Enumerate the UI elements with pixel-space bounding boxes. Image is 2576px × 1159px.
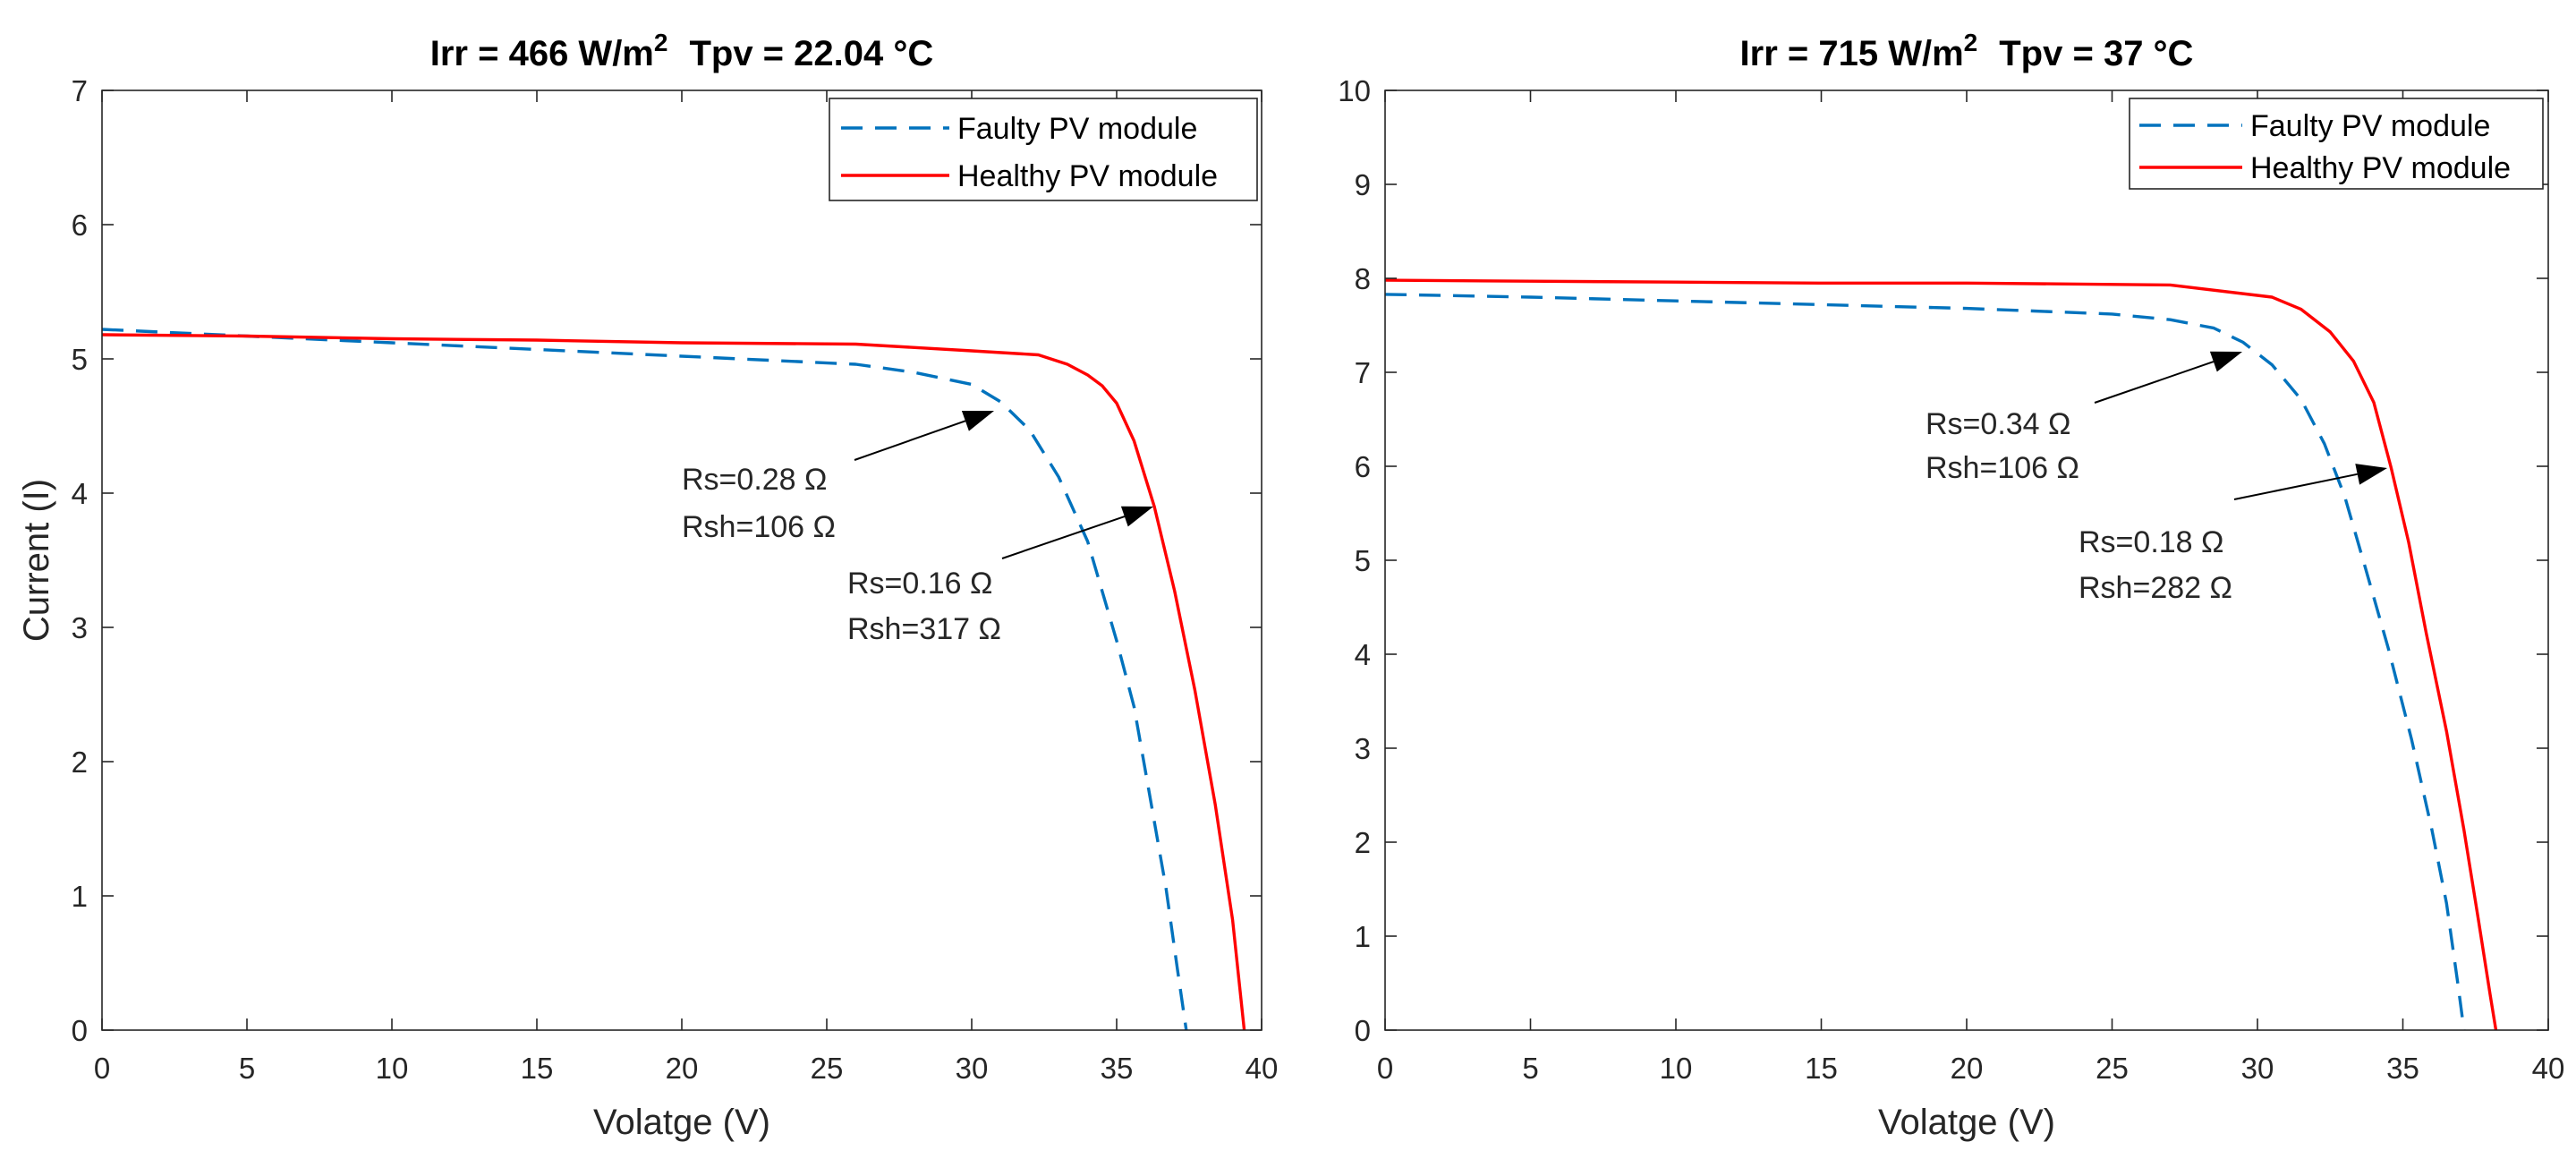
x-tick-label: 15 — [521, 1052, 554, 1085]
y-tick-label: 7 — [1355, 356, 1371, 389]
title-prefix: Irr = 715 W/m — [1740, 34, 1964, 73]
annotation-arrow-head — [961, 411, 994, 431]
annotation-rsh-text: Rsh=106 Ω — [1926, 451, 2079, 485]
x-tick-label: 10 — [1660, 1052, 1693, 1085]
annotation: Rs=0.16 Ω Rsh=317 Ω — [847, 506, 1153, 646]
x-tick-label: 5 — [1522, 1052, 1538, 1085]
legend-label-healthy-pv-module: Healthy PV module — [957, 159, 1218, 193]
annotation-arrow-line — [2233, 473, 2358, 500]
annotation-rsh-text: Rsh=317 Ω — [847, 612, 1001, 646]
curves — [1384, 278, 2498, 1031]
x-tick-label: 40 — [2532, 1052, 2565, 1085]
x-tick-label: 15 — [1805, 1052, 1838, 1085]
y-tick-label: 1 — [72, 880, 88, 913]
annotation-arrow-head — [1120, 506, 1153, 527]
y-tick-label: 3 — [72, 611, 88, 644]
annotation-arrow-head — [2355, 464, 2387, 485]
x-tick-label: 25 — [2096, 1052, 2129, 1085]
y-tick-label: 5 — [1355, 544, 1371, 577]
plot-area — [102, 90, 1262, 1030]
right-chart: 0 5 10 15 20 25 30 35 40 0 1 2 3 4 5 6 7 8 9 10 Irr = 715 W/… — [1338, 29, 2564, 1142]
x-axis-label: Volatge (V) — [1878, 1103, 2055, 1142]
y-tick-label: 5 — [72, 343, 88, 376]
title-suffix: Tpv = 37 °C — [1999, 34, 2193, 73]
annotation-rsh-text: Rsh=282 Ω — [2079, 571, 2232, 605]
annotation: Rs=0.34 Ω Rsh=106 Ω — [1926, 351, 2242, 485]
legend-label-faulty-pv-module: Faulty PV module — [2250, 109, 2490, 143]
healthy-pv-module-curve — [101, 333, 1246, 1031]
annotation-rs-text: Rs=0.16 Ω — [847, 567, 992, 601]
x-tick-label: 0 — [94, 1052, 110, 1085]
x-tick-label: 35 — [1101, 1052, 1134, 1085]
legend-label-healthy-pv-module: Healthy PV module — [2250, 151, 2511, 185]
y-tick-label: 0 — [1355, 1014, 1371, 1047]
x-tick-label: 30 — [2241, 1052, 2274, 1085]
annotation: Rs=0.28 Ω Rsh=106 Ω — [682, 411, 994, 544]
x-axis-label: Volatge (V) — [593, 1103, 770, 1142]
curves — [101, 328, 1246, 1031]
y-tick-label: 0 — [72, 1014, 88, 1047]
x-tick-label: 5 — [239, 1052, 255, 1085]
y-tick-label: 9 — [1355, 168, 1371, 201]
plot-area — [1385, 90, 2548, 1030]
annotation-arrow-head — [2209, 351, 2242, 372]
y-tick-label: 2 — [1355, 826, 1371, 859]
chart-title: Irr = 715 W/m2 Tpv = 37 °C — [1740, 29, 2194, 73]
faulty-pv-module-curve — [101, 328, 1188, 1031]
x-tick-label: 20 — [1951, 1052, 1984, 1085]
y-axis-label: Current (I) — [17, 479, 56, 642]
x-tick-label: 30 — [956, 1052, 989, 1085]
y-tick-label: 3 — [1355, 732, 1371, 765]
legend: Faulty PV module Healthy PV module — [829, 98, 1258, 201]
y-tick-label: 8 — [1355, 262, 1371, 295]
y-tick-label: 1 — [1355, 920, 1371, 953]
y-tick-label: 4 — [72, 477, 88, 510]
annotation-arrow-line — [854, 420, 966, 461]
y-tick-label: 6 — [1355, 450, 1371, 483]
x-tick-label: 40 — [1245, 1052, 1279, 1085]
y-tick-label: 2 — [72, 746, 88, 779]
title-prefix: Irr = 466 W/m — [430, 34, 654, 73]
title-superscript: 2 — [654, 29, 668, 56]
x-tick-label: 10 — [376, 1052, 409, 1085]
annotation-rs-text: Rs=0.34 Ω — [1926, 407, 2070, 441]
legend-box — [829, 98, 1258, 201]
annotation: Rs=0.18 Ω Rsh=282 Ω — [2079, 464, 2387, 605]
x-tick-label: 25 — [811, 1052, 844, 1085]
title-superscript: 2 — [1964, 29, 1978, 56]
y-tick-label: 10 — [1338, 74, 1371, 107]
chart-title: Irr = 466 W/m2 Tpv = 22.04 °C — [430, 29, 934, 73]
faulty-pv-module-curve — [1384, 293, 2466, 1031]
title-suffix: Tpv = 22.04 °C — [689, 34, 933, 73]
y-tick-label: 7 — [72, 74, 88, 107]
annotation-arrow-line — [2094, 361, 2215, 404]
x-tick-label: 35 — [2386, 1052, 2419, 1085]
annotation-rsh-text: Rsh=106 Ω — [682, 510, 836, 544]
x-tick-label: 0 — [1377, 1052, 1393, 1085]
x-tick-label: 20 — [666, 1052, 699, 1085]
annotation-arrow-line — [1001, 516, 1126, 559]
x-axis: 0 5 10 15 20 25 30 35 40 — [1377, 90, 2565, 1085]
y-tick-label: 4 — [1355, 638, 1371, 671]
y-axis: 0 1 2 3 4 5 6 7 — [72, 74, 1262, 1047]
x-axis: 0 5 10 15 20 25 30 35 40 — [94, 90, 1279, 1085]
annotation-rs-text: Rs=0.18 Ω — [2079, 525, 2223, 559]
legend-label-faulty-pv-module: Faulty PV module — [957, 112, 1197, 146]
legend: Faulty PV module Healthy PV module — [2129, 98, 2544, 190]
y-tick-label: 6 — [72, 209, 88, 242]
annotation-rs-text: Rs=0.28 Ω — [682, 463, 827, 497]
legend-box — [2129, 98, 2544, 190]
healthy-pv-module-curve — [1384, 278, 2498, 1031]
